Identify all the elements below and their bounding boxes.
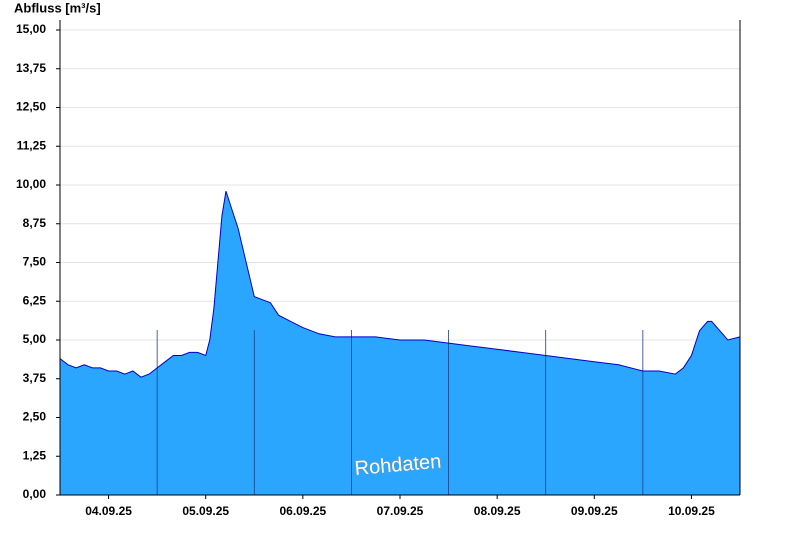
y-tick-label: 8,75	[23, 216, 47, 230]
x-tick-label: 06.09.25	[279, 504, 326, 518]
y-tick-label: 15,00	[16, 22, 46, 36]
y-tick-label: 5,00	[23, 332, 47, 346]
y-tick-label: 13,75	[16, 61, 46, 75]
y-tick-label: 2,50	[23, 410, 47, 424]
x-tick-label: 07.09.25	[377, 504, 424, 518]
x-tick-label: 08.09.25	[474, 504, 521, 518]
y-tick-label: 1,25	[23, 448, 47, 462]
line	[59, 191, 741, 378]
y-tick-label: 12,50	[16, 100, 46, 114]
x-tick-label: 09.09.25	[571, 504, 618, 518]
axis-title: Abfluss [m³/s]	[14, 0, 101, 15]
x-tick-label: 05.09.25	[182, 504, 229, 518]
y-tick-label: 10,00	[16, 177, 46, 191]
y-tick-label: 0,00	[23, 487, 47, 501]
area-fill	[60, 191, 740, 495]
x-tick-label: 04.09.25	[85, 504, 132, 518]
y-tick-label: 7,50	[23, 255, 47, 269]
y-tick-label: 3,75	[23, 371, 47, 385]
x-tick-label: 10.09.25	[668, 504, 715, 518]
y-tick-label: 6,25	[23, 293, 47, 307]
y-tick-label: 11,25	[17, 138, 47, 152]
